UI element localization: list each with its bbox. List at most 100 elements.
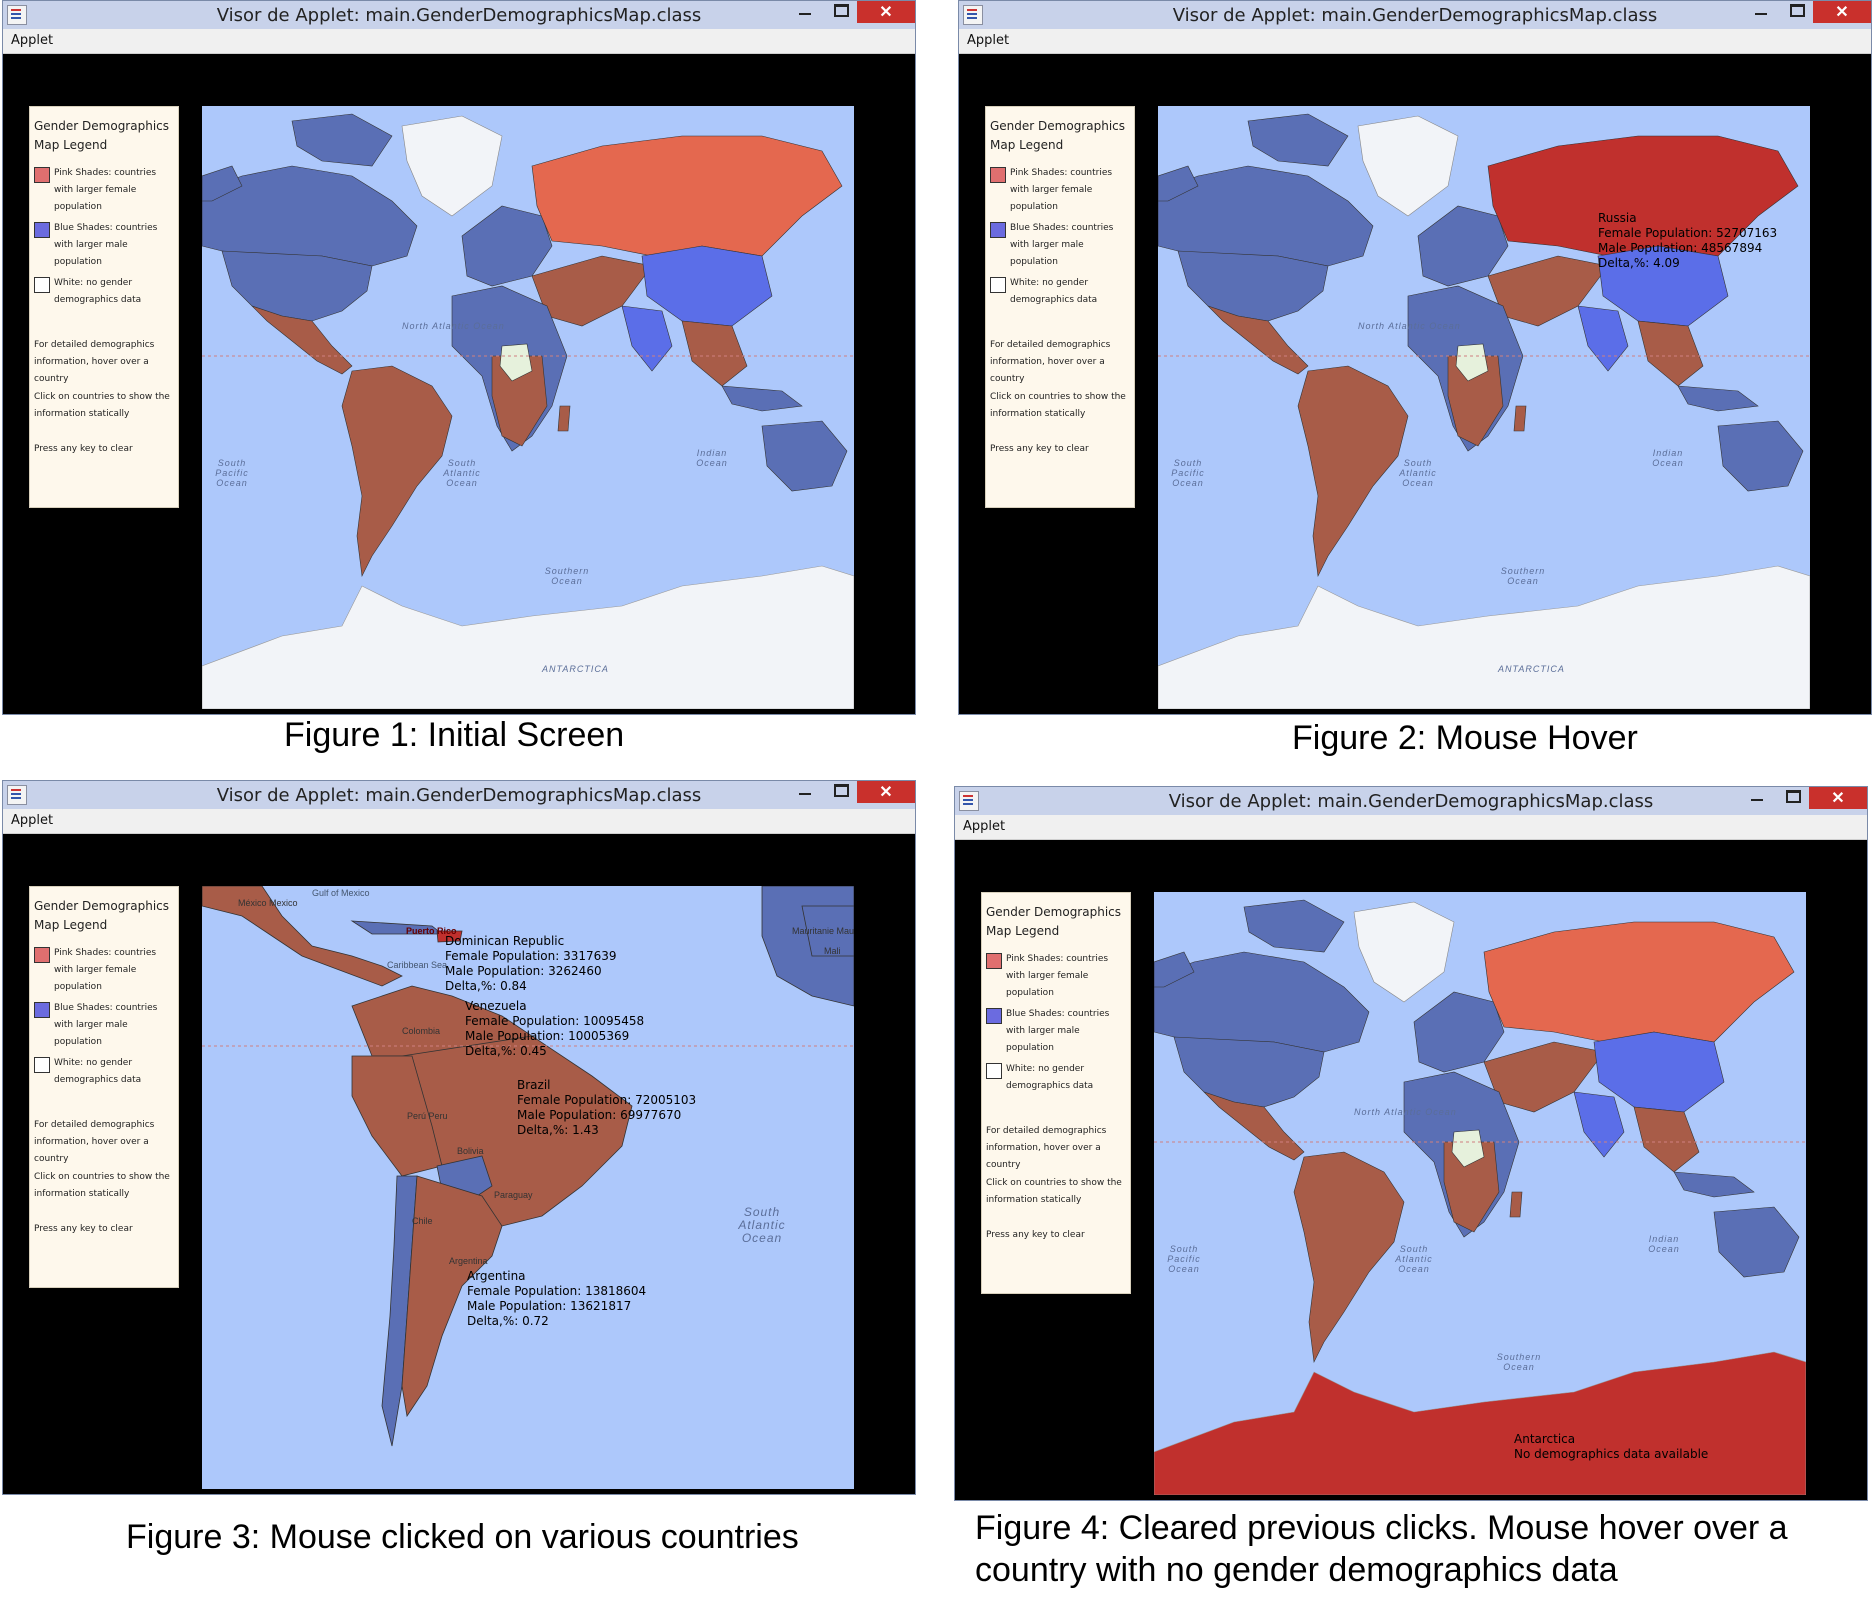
se-asia bbox=[1637, 320, 1704, 387]
close-button[interactable] bbox=[1809, 787, 1867, 809]
congo-nodata bbox=[1451, 1129, 1485, 1168]
caption-fig3: Figure 3: Mouse clicked on various count… bbox=[126, 1518, 799, 1556]
madagascar bbox=[557, 405, 571, 432]
java-icon bbox=[959, 791, 979, 811]
mexico bbox=[1203, 1091, 1305, 1161]
java-icon bbox=[7, 5, 27, 25]
caption-fig4-line1: Figure 4: Cleared previous clicks. Mouse… bbox=[975, 1509, 1788, 1547]
ocean-label-south-atlantic: South Atlantic Ocean bbox=[443, 458, 481, 488]
alaska bbox=[202, 165, 243, 202]
menu-applet[interactable]: Applet bbox=[967, 33, 1010, 48]
south-america-map[interactable]: Puerto Rico Gulf of Mexico México Mexico… bbox=[202, 886, 854, 1489]
ocean-label-indian: Indian Ocean bbox=[1652, 448, 1684, 468]
argentina bbox=[401, 1175, 503, 1418]
label-puerto-rico: Puerto Rico bbox=[406, 926, 457, 936]
greenland bbox=[401, 115, 503, 217]
info-country: Venezuela bbox=[465, 999, 527, 1013]
close-button[interactable] bbox=[1813, 1, 1871, 23]
menu-applet[interactable]: Applet bbox=[11, 33, 54, 48]
indonesia bbox=[1677, 385, 1759, 412]
mexico bbox=[1207, 305, 1309, 375]
white-swatch bbox=[986, 1063, 1002, 1079]
legend-panel: Gender Demographics Map Legend Pink Shad… bbox=[981, 892, 1131, 1294]
white-swatch bbox=[34, 277, 50, 293]
menu-applet[interactable]: Applet bbox=[963, 819, 1006, 834]
world-map-svg[interactable] bbox=[1158, 106, 1810, 709]
window-title: Visor de Applet: main.GenderDemographics… bbox=[216, 5, 702, 26]
applet-content: Gender Demographics Map Legend Pink Shad… bbox=[3, 834, 915, 1494]
legend-hover-note: For detailed demographics information, h… bbox=[34, 1120, 155, 1164]
maximize-button[interactable] bbox=[827, 1, 855, 23]
legend-click-note: Click on countries to show the informati… bbox=[34, 392, 170, 419]
antarctica-label: ANTARCTICA bbox=[1498, 664, 1565, 674]
blue-swatch bbox=[34, 1002, 50, 1018]
legend-blue-text: Blue Shades: countries with larger male … bbox=[1006, 1009, 1110, 1053]
title-bar[interactable]: Visor de Applet: main.GenderDemographics… bbox=[959, 1, 1871, 30]
legend-panel: Gender Demographics Map Legend Pink Shad… bbox=[29, 106, 179, 508]
window-title: Visor de Applet: main.GenderDemographics… bbox=[1172, 5, 1658, 26]
arctic-islands bbox=[291, 113, 393, 167]
usa bbox=[1173, 1036, 1325, 1108]
tooltip-male: Male Population: 48567894 bbox=[1598, 241, 1763, 255]
pink-swatch bbox=[990, 167, 1006, 183]
applet-content: Gender Demographics Map Legend Pink Shad… bbox=[3, 54, 915, 714]
close-button[interactable] bbox=[857, 1, 915, 23]
ocean-label-south-atlantic: South Atlantic Ocean bbox=[738, 1205, 786, 1245]
legend-blue-text: Blue Shades: countries with larger male … bbox=[54, 1003, 158, 1047]
legend-white-text: White: no gender demographics data bbox=[1006, 1064, 1094, 1091]
legend-panel: Gender Demographics Map Legend Pink Shad… bbox=[985, 106, 1135, 508]
india bbox=[621, 305, 673, 372]
world-map[interactable]: North Atlantic Ocean South Pacific Ocean… bbox=[202, 106, 854, 709]
label-mauritania: Mauritanie Mauritania bbox=[792, 926, 854, 936]
legend-title: Gender Demographics Map Legend bbox=[986, 905, 1121, 938]
world-map[interactable]: North Atlantic Ocean South Pacific Ocean… bbox=[1154, 892, 1806, 1495]
legend-pink-text: Pink Shades: countries with larger femal… bbox=[1006, 954, 1109, 998]
title-bar[interactable]: Visor de Applet: main.GenderDemographics… bbox=[955, 787, 1867, 816]
ocean-label-southern: Southern Ocean bbox=[1496, 1352, 1542, 1372]
australia bbox=[761, 420, 848, 492]
info-male: Male Population: 3262460 bbox=[445, 964, 602, 978]
legend-title: Gender Demographics Map Legend bbox=[34, 899, 169, 932]
info-delta: Delta,%: 1.43 bbox=[517, 1123, 599, 1137]
ocean-label-south-atlantic: South Atlantic Ocean bbox=[1399, 458, 1437, 488]
minimize-button[interactable] bbox=[791, 781, 819, 803]
blue-swatch bbox=[34, 222, 50, 238]
title-bar[interactable]: Visor de Applet: main.GenderDemographics… bbox=[3, 1, 915, 30]
world-map-svg[interactable] bbox=[1154, 892, 1806, 1495]
minimize-button[interactable] bbox=[791, 1, 819, 23]
info-male: Male Population: 10005369 bbox=[465, 1029, 630, 1043]
south-america bbox=[1297, 365, 1409, 578]
zoomed-map-svg[interactable] bbox=[202, 886, 854, 1489]
menu-bar: Applet bbox=[3, 809, 915, 834]
peru-bolivia bbox=[351, 1055, 443, 1177]
ocean-label-north-atlantic: North Atlantic Ocean bbox=[1354, 1107, 1457, 1117]
title-bar[interactable]: Visor de Applet: main.GenderDemographics… bbox=[3, 781, 915, 810]
legend-white-text: White: no gender demographics data bbox=[1010, 278, 1098, 305]
close-button[interactable] bbox=[857, 781, 915, 803]
caption-fig2: Figure 2: Mouse Hover bbox=[1292, 719, 1638, 757]
hover-tooltip-antarctica: Antarctica No demographics data availabl… bbox=[1514, 1432, 1708, 1462]
ocean-label-south-pacific: South Pacific Ocean bbox=[1171, 458, 1205, 488]
window-title: Visor de Applet: main.GenderDemographics… bbox=[216, 785, 702, 806]
world-map-svg[interactable] bbox=[202, 106, 854, 709]
info-delta: Delta,%: 0.84 bbox=[445, 979, 527, 993]
greenland bbox=[1357, 115, 1459, 217]
menu-bar: Applet bbox=[955, 815, 1867, 840]
maximize-button[interactable] bbox=[1783, 1, 1811, 23]
world-map[interactable]: North Atlantic Ocean South Pacific Ocean… bbox=[1158, 106, 1810, 709]
click-info-brazil: Brazil Female Population: 72005103 Male … bbox=[517, 1078, 696, 1138]
info-female: Female Population: 72005103 bbox=[517, 1093, 697, 1107]
info-male: Male Population: 69977670 bbox=[517, 1108, 682, 1122]
maximize-button[interactable] bbox=[1779, 787, 1807, 809]
menu-applet[interactable]: Applet bbox=[11, 813, 54, 828]
java-icon bbox=[963, 5, 983, 25]
ocean-label-indian: Indian Ocean bbox=[1648, 1234, 1680, 1254]
congo-nodata bbox=[1455, 343, 1489, 382]
minimize-button[interactable] bbox=[1747, 1, 1775, 23]
legend-pink-text: Pink Shades: countries with larger femal… bbox=[54, 168, 157, 212]
china bbox=[1597, 245, 1729, 327]
tooltip-country: Antarctica bbox=[1514, 1432, 1576, 1446]
maximize-button[interactable] bbox=[827, 781, 855, 803]
minimize-button[interactable] bbox=[1743, 787, 1771, 809]
info-country: Dominican Republic bbox=[445, 934, 565, 948]
